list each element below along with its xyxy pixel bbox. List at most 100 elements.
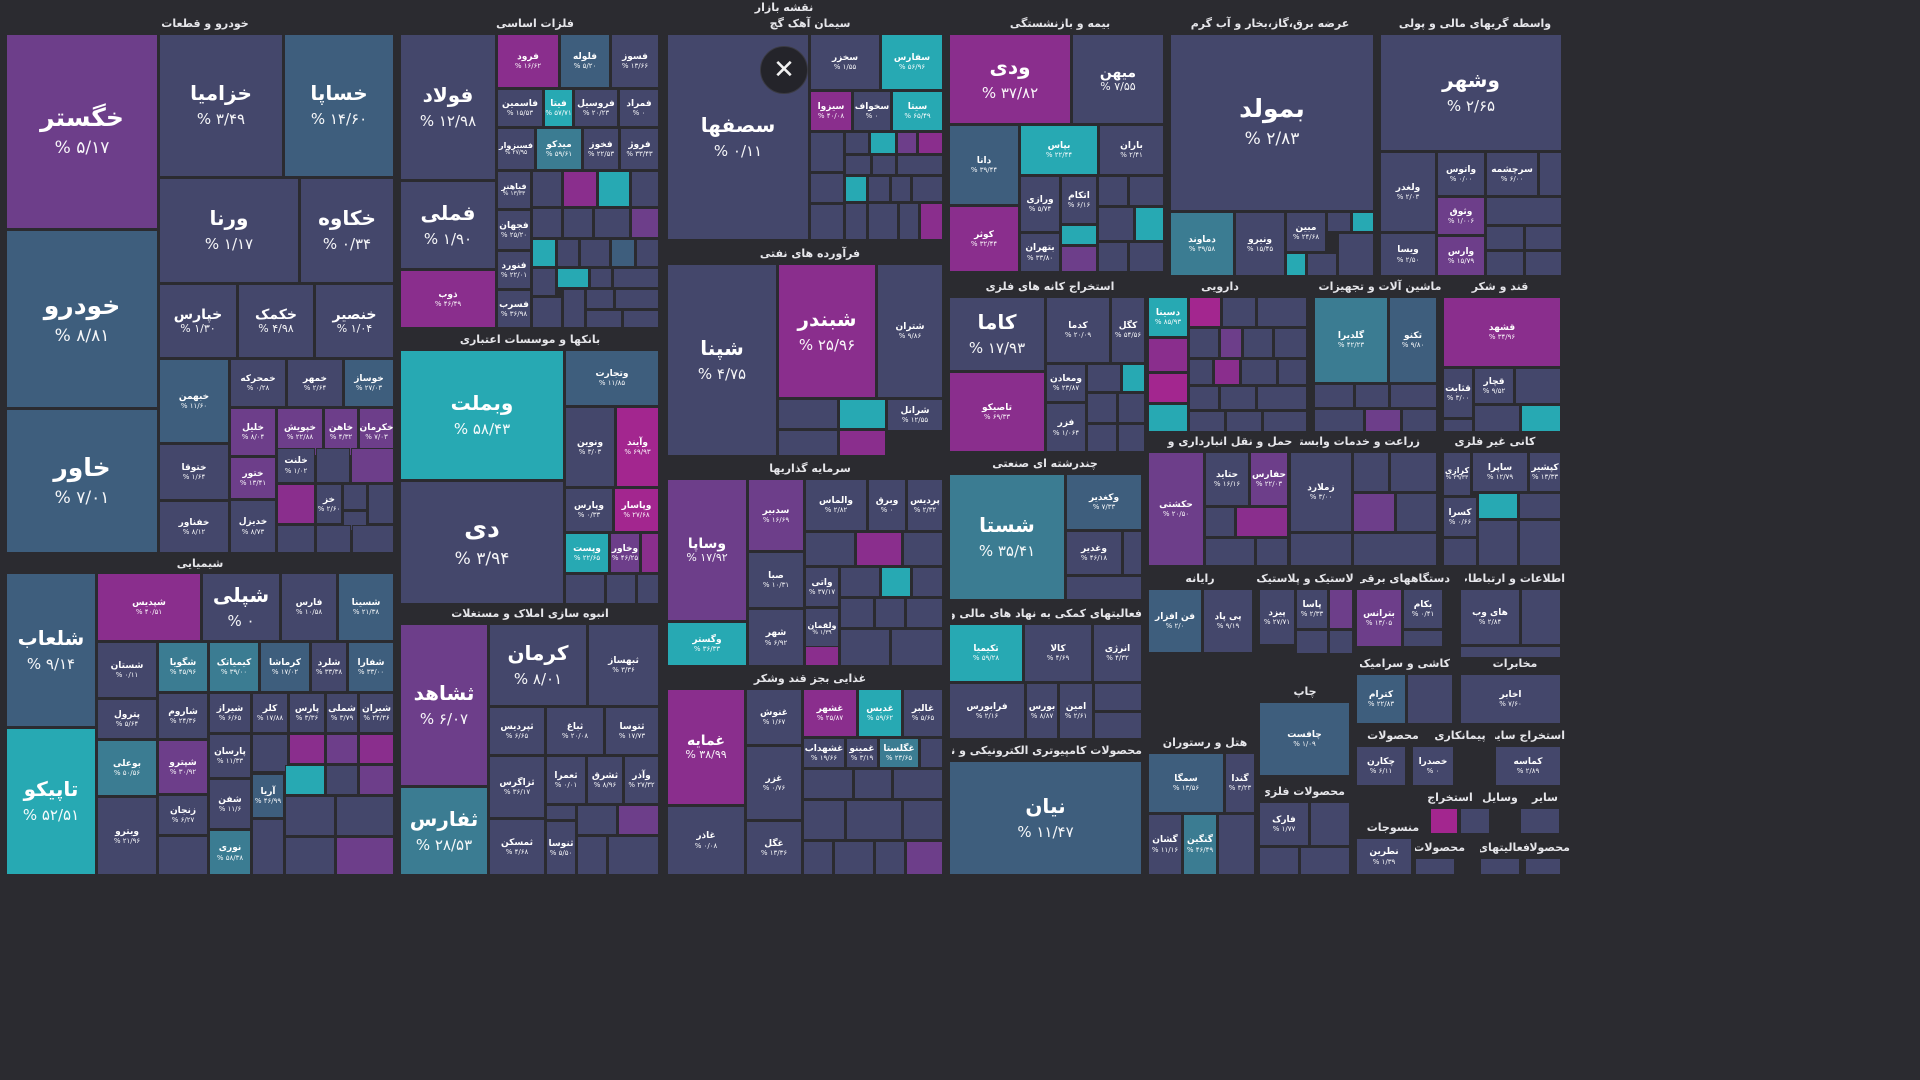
unlabeled-tile[interactable] — [577, 836, 607, 875]
unlabeled-tile[interactable] — [1148, 338, 1188, 372]
unlabeled-tile[interactable] — [1278, 359, 1307, 385]
unlabeled-tile[interactable] — [778, 399, 838, 429]
symbol-tile[interactable]: غزر ۰/۷۶ % — [746, 746, 802, 820]
unlabeled-tile[interactable] — [1486, 251, 1524, 276]
symbol-tile[interactable]: بترانس ۱۳/۰۵ % — [1356, 589, 1402, 647]
symbol-tile[interactable]: تاصیکو ۶۹/۳۳ % — [949, 372, 1045, 452]
symbol-tile[interactable]: دسینا ۸۵/۹۳ % — [1148, 297, 1188, 337]
unlabeled-tile[interactable] — [1443, 538, 1477, 566]
symbol-tile[interactable]: ساپرا ۱۲/۷۹ % — [1472, 452, 1528, 492]
symbol-tile[interactable]: ویسا ۲/۵۰ % — [1380, 233, 1436, 276]
unlabeled-tile[interactable] — [912, 567, 943, 597]
symbol-tile[interactable]: غگل ۱۳/۳۶ % — [746, 821, 802, 875]
unlabeled-tile[interactable] — [563, 208, 593, 238]
symbol-tile[interactable]: فسرب ۳۶/۹۸ % — [497, 290, 531, 328]
symbol-tile[interactable]: غمینو ۳/۱۹ % — [846, 738, 878, 768]
symbol-tile[interactable]: وثوق ۱/۰۰۶ % — [1437, 197, 1485, 235]
unlabeled-tile[interactable] — [532, 268, 556, 296]
unlabeled-tile[interactable] — [1129, 176, 1164, 206]
unlabeled-tile[interactable] — [623, 310, 659, 328]
unlabeled-tile[interactable] — [641, 533, 659, 573]
unlabeled-tile[interactable] — [1486, 226, 1524, 250]
symbol-tile[interactable]: وپاسار ۲۷/۶۸ % — [614, 488, 659, 532]
unlabeled-tile[interactable] — [563, 289, 585, 328]
symbol-tile[interactable]: خکاوه ۰/۳۴ % — [300, 178, 394, 283]
symbol-tile[interactable]: ودی ۳۷/۸۲ % — [949, 34, 1071, 124]
symbol-tile[interactable]: واتی ۳۷/۱۷ % — [805, 567, 839, 607]
symbol-tile[interactable]: گلدیرا ۴۲/۲۳ % — [1314, 297, 1388, 383]
unlabeled-tile[interactable] — [631, 171, 659, 207]
symbol-tile[interactable]: تکنو ۹/۸۰ % — [1389, 297, 1437, 383]
unlabeled-tile[interactable] — [868, 176, 890, 202]
unlabeled-tile[interactable] — [1226, 411, 1262, 432]
unlabeled-tile[interactable] — [368, 484, 394, 524]
symbol-tile[interactable]: کسرا ۰/۶۶ % — [1443, 497, 1477, 537]
symbol-tile[interactable]: حتاید ۱۶/۱۶ % — [1205, 452, 1249, 506]
unlabeled-tile[interactable] — [840, 598, 874, 628]
unlabeled-tile[interactable] — [1087, 424, 1117, 452]
unlabeled-tile[interactable] — [1474, 405, 1520, 432]
symbol-tile[interactable]: فمراد ۰ % — [619, 89, 659, 127]
symbol-tile[interactable]: ذوب ۴۶/۴۹ % — [400, 270, 496, 328]
symbol-tile[interactable]: خلیل ۸/۰۴ % — [230, 408, 276, 456]
symbol-tile[interactable]: فاسمین ۱۵/۵۳ % — [497, 89, 543, 127]
symbol-tile[interactable]: بکام ۰/۴۱ % — [1403, 589, 1443, 629]
unlabeled-tile[interactable] — [840, 567, 880, 597]
unlabeled-tile[interactable] — [1329, 630, 1353, 654]
unlabeled-tile[interactable] — [1329, 589, 1353, 629]
symbol-tile[interactable]: شسینا ۲۱/۳۸ % — [338, 573, 394, 641]
symbol-tile[interactable]: فجهان ۲۵/۲۰ % — [497, 210, 531, 250]
symbol-tile[interactable]: شلرد ۳۳/۳۸ % — [311, 642, 347, 692]
unlabeled-tile[interactable] — [532, 239, 556, 267]
unlabeled-tile[interactable] — [1236, 507, 1288, 537]
symbol-tile[interactable]: وارس ۱۵/۷۹ % — [1437, 236, 1485, 276]
unlabeled-tile[interactable] — [1521, 405, 1561, 432]
unlabeled-tile[interactable] — [557, 239, 579, 267]
symbol-tile[interactable]: کماسه ۲/۸۹ % — [1495, 746, 1561, 786]
unlabeled-tile[interactable] — [920, 203, 943, 240]
symbol-tile[interactable]: ثنوسا ۵/۵۰ % — [546, 821, 576, 875]
unlabeled-tile[interactable] — [803, 800, 845, 840]
unlabeled-tile[interactable] — [1396, 493, 1437, 532]
unlabeled-tile[interactable] — [1296, 630, 1328, 654]
symbol-tile[interactable]: کوثر ۳۲/۴۴ % — [949, 206, 1019, 272]
symbol-tile[interactable]: قثابت ۳/۰۰ % — [1443, 368, 1473, 418]
unlabeled-tile[interactable] — [1352, 212, 1374, 232]
unlabeled-tile[interactable] — [1259, 847, 1299, 875]
symbol-tile[interactable]: شپنا ۴/۷۵ % — [667, 264, 777, 456]
unlabeled-tile[interactable] — [580, 239, 610, 267]
symbol-tile[interactable]: غشهر ۲۵/۸۷ % — [803, 689, 857, 737]
unlabeled-tile[interactable] — [803, 769, 853, 799]
unlabeled-tile[interactable] — [805, 646, 839, 666]
symbol-tile[interactable]: ثشاهد ۶/۰۷ % — [400, 624, 488, 786]
symbol-tile[interactable]: شفارا ۳۳/۰۰ % — [348, 642, 394, 692]
unlabeled-tile[interactable] — [1087, 364, 1121, 392]
symbol-tile[interactable]: وساپا ۱۷/۹۲ % — [667, 479, 747, 621]
symbol-tile[interactable]: سفارس ۵۶/۹۶ % — [881, 34, 943, 90]
symbol-tile[interactable]: سخزر ۱/۵۵ % — [810, 34, 880, 90]
unlabeled-tile[interactable] — [920, 738, 943, 768]
symbol-tile[interactable]: کالا ۴/۶۹ % — [1024, 624, 1092, 682]
symbol-tile[interactable]: کلر ۱۷/۸۸ % — [252, 693, 288, 733]
unlabeled-tile[interactable] — [840, 629, 890, 666]
unlabeled-tile[interactable] — [532, 208, 562, 238]
symbol-tile[interactable]: پی پاد ۹/۱۹ % — [1203, 589, 1253, 653]
unlabeled-tile[interactable] — [1290, 533, 1352, 566]
unlabeled-tile[interactable] — [1118, 424, 1145, 452]
unlabeled-tile[interactable] — [845, 203, 867, 240]
unlabeled-tile[interactable] — [906, 598, 943, 628]
unlabeled-tile[interactable] — [1243, 328, 1273, 358]
unlabeled-tile[interactable] — [1256, 538, 1288, 566]
unlabeled-tile[interactable] — [557, 268, 589, 288]
unlabeled-tile[interactable] — [594, 208, 630, 238]
symbol-tile[interactable]: ورنا ۱/۱۷ % — [159, 178, 299, 283]
symbol-tile[interactable]: فسبزوار ۲۷/۹۵ % — [497, 128, 535, 170]
symbol-tile[interactable]: گنگین ۴۶/۴۹ % — [1183, 814, 1217, 875]
symbol-tile[interactable]: شستان ۰/۱۱ % — [97, 642, 157, 698]
unlabeled-tile[interactable] — [1519, 493, 1561, 519]
symbol-tile[interactable]: امین ۲/۶۱ % — [1059, 683, 1093, 739]
symbol-tile[interactable]: سرچشمه ۶/۰۰ % — [1486, 152, 1538, 196]
unlabeled-tile[interactable] — [1307, 253, 1337, 276]
symbol-tile[interactable]: خگستر ۵/۱۷ % — [6, 34, 158, 229]
symbol-tile[interactable]: ختور ۱۳/۴۱ % — [230, 457, 276, 499]
